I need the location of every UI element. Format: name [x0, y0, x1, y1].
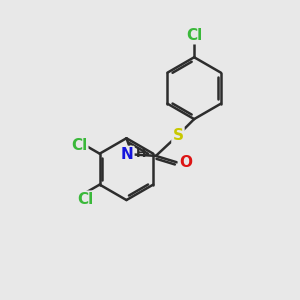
Text: H: H — [136, 147, 146, 160]
Text: N: N — [121, 147, 134, 162]
Text: Cl: Cl — [77, 192, 94, 207]
Text: O: O — [179, 155, 192, 170]
Text: Cl: Cl — [71, 138, 87, 153]
Text: S: S — [172, 128, 184, 143]
Text: Cl: Cl — [186, 28, 202, 43]
